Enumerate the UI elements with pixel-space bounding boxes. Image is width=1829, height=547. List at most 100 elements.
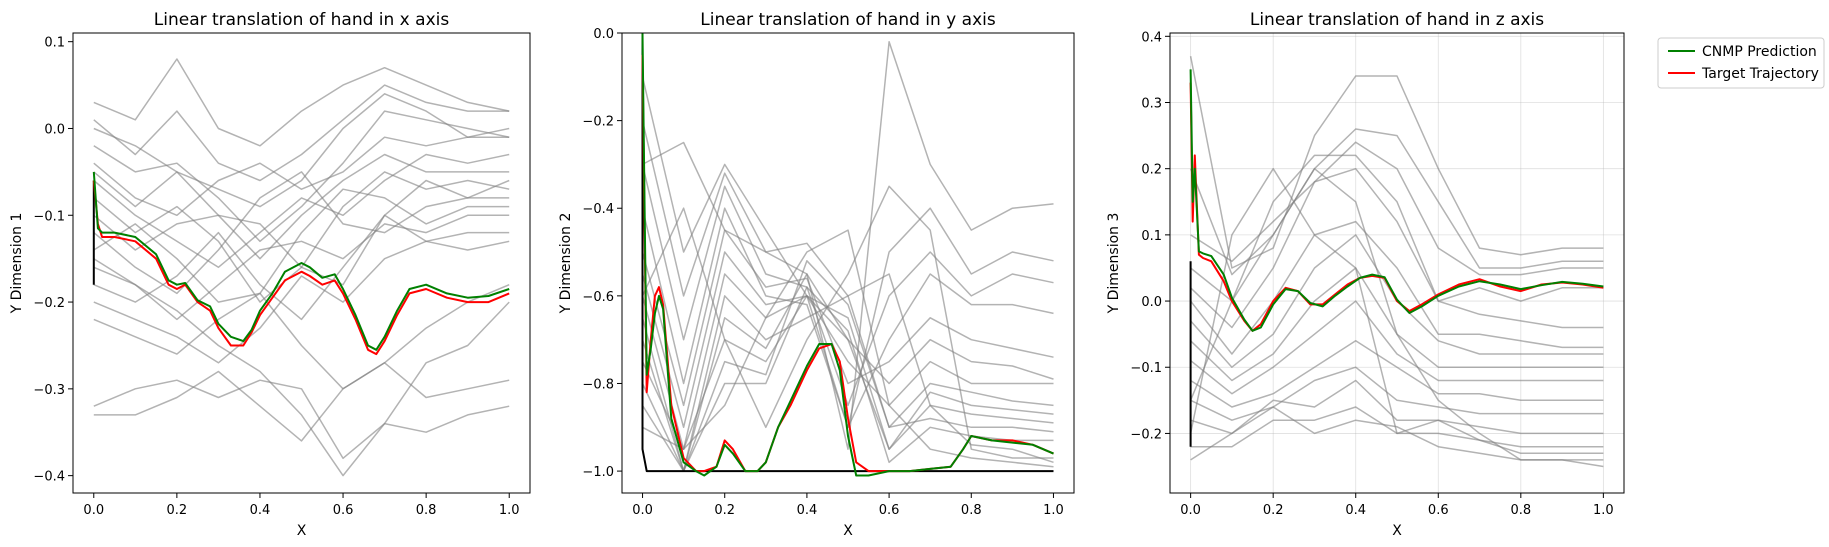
x-tick-label-3: 0.6 (333, 503, 354, 518)
x-tick-label-0: 0.0 (83, 503, 104, 518)
demo-line-1 (641, 76, 1054, 429)
demo-line-4 (93, 110, 510, 243)
x-tick-label-1: 0.2 (714, 503, 735, 518)
x-tick-label-0: 0.0 (1180, 503, 1201, 518)
x-axis-label: X (843, 523, 853, 539)
x-tick-label-3: 0.6 (1428, 503, 1449, 518)
x-tick-label-2: 0.4 (797, 503, 818, 518)
series-group (641, 33, 1054, 477)
demo-line-10 (641, 295, 1054, 450)
y-tick-label-6: 0.4 (1141, 30, 1162, 45)
y-tick-label-2: 0.0 (1141, 295, 1162, 310)
demo-line-3 (93, 93, 510, 208)
demo-line-10 (1190, 340, 1604, 408)
demo-line-16 (93, 379, 510, 460)
y-tick-label-0: −0.2 (1130, 427, 1162, 442)
y-tick-label-5: 0.0 (593, 27, 614, 42)
y-axis-label: Y Dimension 1 (9, 213, 25, 315)
target-line (1189, 82, 1604, 332)
y-tick-label-3: 0.1 (1141, 229, 1162, 244)
legend-frame (1657, 37, 1825, 89)
axes-frame (621, 32, 1075, 494)
demo-line-13 (642, 141, 1054, 464)
x-tick-label-5: 1.0 (499, 503, 520, 518)
demo-line-4 (1190, 154, 1604, 302)
y-tick-label-5: 0.1 (44, 36, 65, 51)
prediction-line (641, 33, 1054, 477)
demo-line-7 (641, 273, 1054, 450)
demo-line-11 (641, 260, 1054, 472)
chart-panel-1: 0.0 0.2 0.4 0.6 0.8 1.0 −0.4 −0.3 −0.2 −0.1 0.0 0.1… (9, 10, 531, 539)
y-tick-label-1: −0.3 (33, 383, 65, 398)
demo-line-8 (93, 179, 510, 286)
demo-line-5 (93, 136, 510, 217)
legend-label-prediction: CNMP Prediction (1702, 44, 1817, 60)
x-tick-label-0: 0.0 (632, 503, 653, 518)
demo-line-13 (93, 240, 510, 364)
target-line (92, 180, 510, 356)
demo-line-14 (641, 185, 1054, 459)
series-group (1189, 56, 1604, 468)
chart-title: Linear translation of hand in x axis (154, 10, 450, 30)
chart-panel-2: 0.0 0.2 0.4 0.6 0.8 1.0 −1.0 −0.8 −0.6 −0.4 −0.2 0.… (558, 10, 1075, 539)
x-tick-label-3: 0.6 (879, 503, 900, 518)
y-tick-label-0: −0.4 (33, 470, 65, 485)
x-tick-label-5: 1.0 (1043, 503, 1064, 518)
y-tick-label-3: −0.4 (582, 202, 614, 217)
y-tick-label-5: 0.3 (1141, 96, 1162, 111)
demo-line-4 (641, 207, 1054, 429)
demo-line-3 (641, 164, 1054, 407)
demo-line-15 (93, 362, 510, 442)
y-tick-label-1: −0.1 (1130, 361, 1162, 376)
y-tick-label-2: −0.2 (33, 296, 65, 311)
demo-line-17 (93, 258, 510, 477)
x-axis-label: X (297, 523, 307, 539)
x-tick-label-4: 0.8 (1510, 503, 1531, 518)
demo-line-16 (1189, 167, 1604, 461)
demo-line-14 (93, 284, 510, 390)
demo-line-9 (1190, 300, 1604, 395)
demo-line-5 (641, 229, 1054, 407)
demo-line-11 (93, 214, 510, 321)
legend: CNMP Prediction Target Trajectory (1657, 37, 1825, 89)
x-tick-label-2: 0.4 (1345, 503, 1366, 518)
chart-panel-3: 0.0 0.2 0.4 0.6 0.8 1.0 −0.2 −0.1 0.0 0.1 0.2 0.3 0.… (1106, 10, 1625, 539)
series-group (92, 58, 510, 477)
y-axis-label: Y Dimension 2 (558, 213, 574, 315)
legend-label-target: Target Trajectory (1701, 66, 1819, 82)
demo-line-12 (93, 214, 510, 321)
demo-line-1 (1189, 56, 1604, 269)
axes-frame (1169, 32, 1625, 494)
chart-title: Linear translation of hand in y axis (700, 10, 996, 30)
prediction-line (92, 171, 510, 351)
y-axis-label: Y Dimension 3 (1106, 213, 1122, 315)
x-tick-label-4: 0.8 (416, 503, 437, 518)
plots-group: 0.0 0.2 0.4 0.6 0.8 1.0 −0.4 −0.3 −0.2 −0.1 0.0 0.1… (9, 10, 1625, 539)
y-tick-label-3: −0.1 (33, 209, 65, 224)
observation-line (641, 33, 1054, 473)
demo-line-18 (93, 153, 510, 260)
demo-line-10 (93, 188, 510, 303)
demo-line-15 (642, 229, 1054, 468)
x-tick-label-5: 1.0 (1593, 503, 1614, 518)
demo-line-2 (93, 84, 510, 182)
prediction-line (1189, 69, 1604, 332)
demo-line-15 (1189, 167, 1604, 455)
x-axis-label: X (1392, 523, 1402, 539)
axes-frame (72, 32, 531, 494)
demo-line-2 (1189, 128, 1604, 276)
x-tick-label-1: 0.2 (167, 503, 188, 518)
chart-title: Linear translation of hand in z axis (1250, 10, 1544, 30)
y-tick-label-4: 0.2 (1141, 163, 1162, 178)
demo-line-11 (1190, 366, 1604, 421)
x-tick-label-1: 0.2 (1263, 503, 1284, 518)
x-tick-label-2: 0.4 (250, 503, 271, 518)
demo-line-12 (1190, 379, 1604, 435)
demo-line-5 (1190, 167, 1604, 329)
y-tick-label-0: −1.0 (582, 465, 614, 480)
demo-line-9 (641, 273, 1054, 472)
demo-line-6 (1190, 220, 1604, 355)
demo-line-12 (641, 286, 1054, 472)
demo-line-2 (641, 41, 1054, 450)
